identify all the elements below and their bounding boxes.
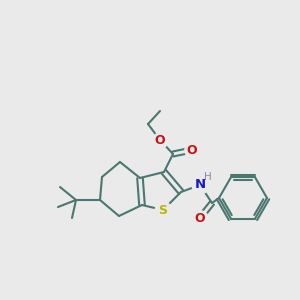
Text: S: S: [158, 203, 167, 217]
Text: N: N: [194, 178, 206, 191]
Text: O: O: [155, 134, 165, 146]
Text: O: O: [195, 212, 205, 224]
Text: O: O: [187, 143, 197, 157]
Text: H: H: [204, 172, 212, 182]
